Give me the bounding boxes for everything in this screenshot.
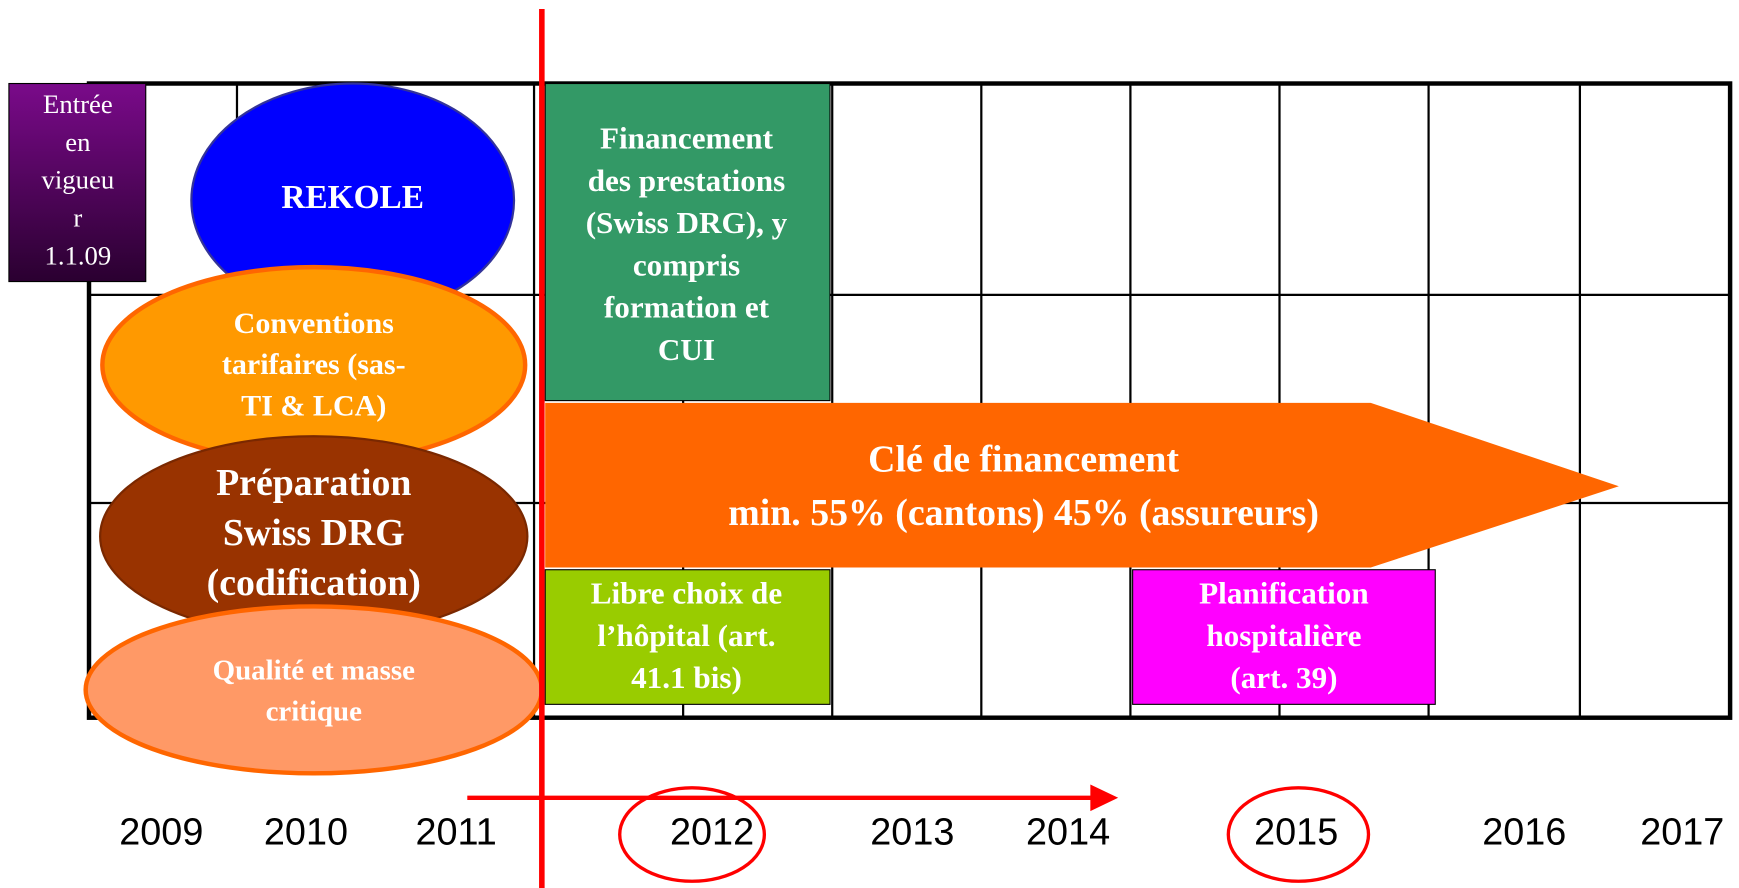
grid-frame	[86, 81, 1733, 720]
ellipse-text: Préparation	[216, 462, 411, 504]
box-text: CUI	[658, 332, 715, 367]
box-text: (Swiss DRG), y	[586, 205, 788, 240]
grid	[86, 81, 1733, 720]
box-text: (art. 39)	[1230, 660, 1337, 695]
cle-arrow	[545, 402, 1619, 568]
planification-box	[1132, 569, 1436, 705]
entry-text: vigueu	[42, 165, 115, 195]
year-label: 2009	[119, 812, 203, 854]
financement-box	[544, 82, 831, 402]
ellipse-text: Conventions	[234, 307, 394, 340]
year-label: 2011	[416, 812, 497, 854]
box-text: Planification	[1199, 576, 1369, 611]
ellipse-text: Qualité et masse	[213, 654, 415, 686]
year-highlight	[1226, 786, 1371, 883]
year-label: 2014	[1026, 812, 1110, 854]
libre-choix-box	[544, 569, 831, 705]
year-highlight	[618, 786, 767, 883]
year-label: 2012	[670, 812, 754, 854]
labels: Entrée en vigueu r 1.1.09 REKOLE Conventions ta…	[42, 89, 1725, 854]
ellipse-text: TI & LCA)	[241, 389, 386, 422]
qualite-ellipse	[83, 604, 545, 776]
entry-text: en	[65, 127, 90, 157]
box-text: hospitalière	[1206, 618, 1361, 653]
year-label: 2017	[1640, 812, 1724, 854]
box-text: formation et	[604, 290, 770, 325]
arrow-text: min. 55% (cantons) 45% (assureurs)	[728, 492, 1319, 534]
year-label: 2016	[1482, 812, 1566, 854]
ellipse-text: (codification)	[207, 562, 421, 604]
time-arrow-head	[1090, 784, 1119, 812]
arrow-text: Clé de financement	[868, 439, 1179, 481]
box-text: Libre choix de	[591, 576, 783, 611]
box-text: des prestations	[588, 163, 786, 198]
box-text: 41.1 bis)	[631, 660, 742, 695]
ellipse-text: tarifaires (sas-	[222, 348, 406, 381]
year-label: 2013	[870, 812, 954, 854]
ellipse-text: Swiss DRG	[223, 512, 405, 554]
box-text: Financement	[600, 121, 774, 156]
ellipse-text: REKOLE	[281, 179, 424, 216]
year-label: 2015	[1254, 812, 1338, 854]
year-label: 2010	[264, 812, 348, 854]
entry-text: 1.1.09	[45, 240, 112, 270]
ellipse-text: critique	[266, 695, 363, 727]
entry-text: Entrée	[43, 89, 113, 119]
entry-box	[8, 82, 147, 283]
box-text: compris	[633, 247, 740, 282]
box-text: l’hôpital (art.	[597, 618, 775, 653]
entry-text: r	[73, 202, 82, 232]
